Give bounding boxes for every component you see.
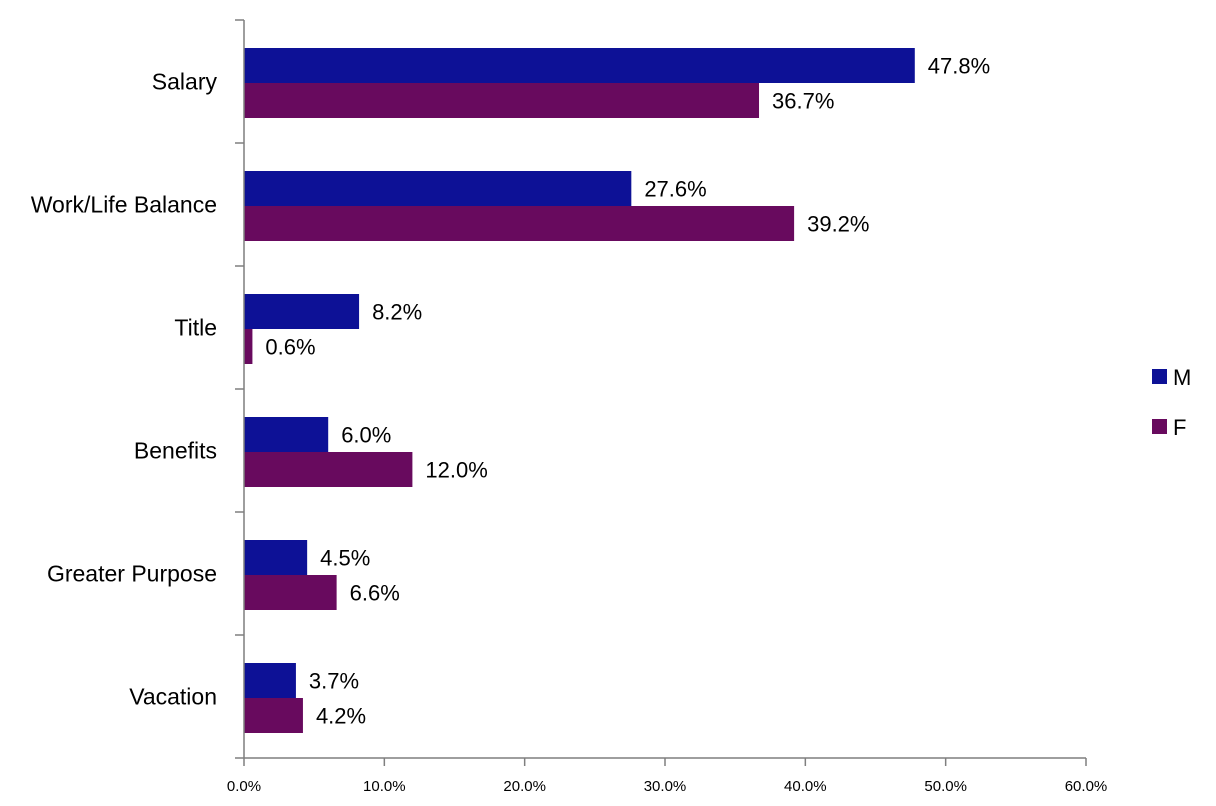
data-label-m-2: 8.2% (372, 300, 422, 325)
data-label-f-4: 6.6% (350, 581, 400, 606)
category-label-5: Vacation (129, 684, 217, 710)
data-label-m-0: 47.8% (928, 54, 990, 79)
bar-m-0 (244, 48, 915, 83)
x-tick-label-6: 60.0% (1065, 778, 1108, 795)
bar-f-2 (244, 329, 253, 364)
bar-f-4 (244, 575, 337, 610)
legend-label-m: M (1173, 365, 1191, 390)
data-label-f-0: 36.7% (772, 89, 834, 114)
bar-f-0 (244, 83, 760, 118)
category-label-1: Work/Life Balance (31, 192, 217, 218)
legend-swatch-m (1152, 369, 1167, 384)
data-label-m-1: 27.6% (644, 177, 706, 202)
bar-m-5 (244, 663, 296, 698)
bar-f-5 (244, 698, 303, 733)
data-label-m-3: 6.0% (341, 423, 391, 448)
x-tick-label-4: 40.0% (784, 778, 827, 795)
data-label-f-2: 0.6% (265, 335, 315, 360)
category-label-4: Greater Purpose (47, 561, 217, 587)
labels-layer: 47.8% 36.7% Salary 27.6% 39.2% Work/Life Bala… (31, 54, 990, 729)
data-label-f-5: 4.2% (316, 704, 366, 729)
legend-label-f: F (1173, 415, 1186, 440)
bar-m-4 (244, 540, 308, 575)
data-label-f-3: 12.0% (425, 458, 487, 483)
category-label-3: Benefits (134, 438, 217, 464)
x-tick-label-0: 0.0% (227, 778, 261, 795)
data-label-m-5: 3.7% (309, 669, 359, 694)
category-label-0: Salary (152, 69, 218, 95)
bar-m-2 (244, 294, 360, 329)
data-label-f-1: 39.2% (807, 212, 869, 237)
x-tick-label-2: 20.0% (503, 778, 546, 795)
x-tick-label-5: 50.0% (924, 778, 967, 795)
legend: MF (1152, 365, 1191, 440)
bar-m-3 (244, 417, 329, 452)
bar-f-1 (244, 206, 795, 241)
bars-layer (244, 48, 915, 733)
x-tick-label-3: 30.0% (644, 778, 687, 795)
x-tick-label-1: 10.0% (363, 778, 406, 795)
bar-m-1 (244, 171, 632, 206)
category-label-2: Title (174, 315, 217, 341)
axes-layer: 0.0% 10.0% 20.0% 30.0% 40.0% 50.0% 60.0% (227, 19, 1108, 795)
bar-f-3 (244, 452, 413, 487)
legend-swatch-f (1152, 419, 1167, 434)
data-label-m-4: 4.5% (320, 546, 370, 571)
